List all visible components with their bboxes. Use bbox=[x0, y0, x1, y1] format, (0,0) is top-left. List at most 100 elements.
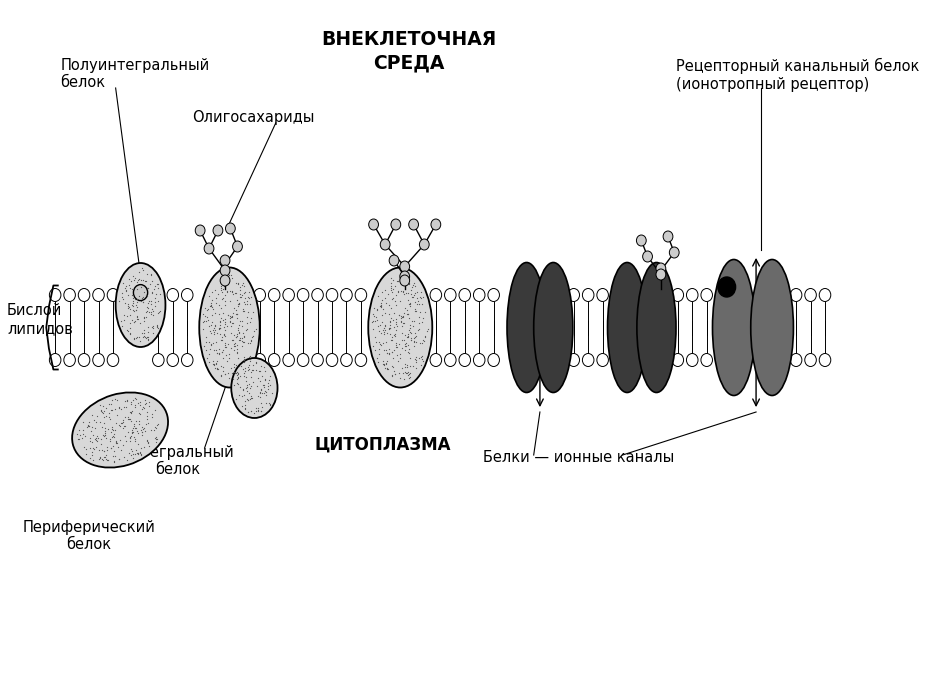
Point bbox=[400, 332, 415, 343]
Point bbox=[204, 300, 219, 311]
Circle shape bbox=[297, 289, 309, 301]
Point bbox=[82, 436, 97, 447]
Point bbox=[130, 313, 145, 324]
Point bbox=[137, 275, 152, 286]
Point bbox=[398, 339, 413, 350]
Circle shape bbox=[409, 219, 418, 230]
Point bbox=[93, 405, 108, 416]
Point bbox=[373, 340, 388, 351]
Point bbox=[246, 376, 261, 387]
Point bbox=[410, 298, 425, 310]
Point bbox=[109, 418, 124, 429]
Point bbox=[236, 280, 251, 291]
Point bbox=[406, 316, 421, 327]
Point bbox=[210, 347, 225, 358]
Point bbox=[152, 306, 167, 317]
Point bbox=[122, 432, 137, 443]
Point bbox=[125, 452, 140, 464]
Circle shape bbox=[368, 219, 379, 230]
Point bbox=[227, 340, 242, 351]
Point bbox=[402, 298, 417, 310]
Point bbox=[148, 404, 163, 415]
Point bbox=[383, 319, 398, 330]
Point bbox=[227, 362, 242, 373]
Point bbox=[398, 362, 413, 373]
Point bbox=[218, 314, 233, 325]
Point bbox=[118, 401, 133, 412]
Point bbox=[389, 276, 404, 287]
Point bbox=[148, 296, 163, 307]
Point bbox=[384, 360, 400, 371]
Point bbox=[210, 348, 225, 359]
Point bbox=[141, 282, 156, 294]
Point bbox=[200, 352, 215, 363]
Point bbox=[96, 430, 111, 441]
Point bbox=[408, 287, 423, 298]
Point bbox=[384, 335, 400, 346]
Point bbox=[103, 427, 118, 438]
Point bbox=[102, 407, 117, 418]
Point bbox=[408, 331, 423, 342]
Point bbox=[143, 278, 158, 289]
Point bbox=[117, 310, 132, 321]
Point bbox=[229, 331, 244, 342]
Point bbox=[152, 305, 167, 316]
Circle shape bbox=[326, 289, 337, 301]
Point bbox=[129, 444, 144, 455]
Circle shape bbox=[474, 353, 485, 366]
Ellipse shape bbox=[607, 262, 647, 393]
Point bbox=[260, 383, 275, 394]
Point bbox=[220, 285, 235, 296]
Point bbox=[122, 433, 137, 444]
Point bbox=[127, 306, 142, 317]
Point bbox=[200, 314, 215, 325]
Point bbox=[410, 287, 425, 298]
Point bbox=[202, 325, 217, 337]
Point bbox=[368, 337, 384, 348]
Circle shape bbox=[791, 289, 802, 301]
Point bbox=[105, 450, 120, 462]
Point bbox=[235, 337, 250, 348]
Point bbox=[139, 407, 154, 418]
Ellipse shape bbox=[507, 262, 546, 393]
Point bbox=[231, 319, 246, 330]
Point bbox=[229, 328, 244, 339]
Point bbox=[119, 325, 134, 336]
Point bbox=[118, 430, 133, 441]
Point bbox=[400, 368, 415, 379]
Point bbox=[402, 326, 417, 337]
Point bbox=[217, 317, 232, 328]
Point bbox=[136, 325, 151, 336]
Point bbox=[207, 323, 222, 334]
Point bbox=[376, 326, 391, 337]
Circle shape bbox=[213, 225, 223, 236]
Point bbox=[262, 398, 277, 409]
Point bbox=[243, 382, 258, 393]
Point bbox=[239, 393, 254, 405]
Point bbox=[136, 423, 151, 434]
Point bbox=[219, 320, 234, 331]
Point bbox=[212, 348, 227, 359]
Point bbox=[409, 305, 424, 316]
Point bbox=[258, 374, 273, 385]
Point bbox=[257, 382, 272, 393]
Point bbox=[132, 415, 147, 426]
Circle shape bbox=[820, 353, 831, 366]
Circle shape bbox=[340, 289, 352, 301]
Point bbox=[214, 371, 229, 382]
Circle shape bbox=[791, 353, 802, 366]
Point bbox=[135, 291, 150, 303]
Point bbox=[99, 410, 114, 421]
Point bbox=[227, 366, 242, 378]
Point bbox=[399, 341, 414, 352]
Point bbox=[386, 308, 401, 319]
Point bbox=[119, 310, 134, 321]
Point bbox=[198, 345, 213, 356]
Point bbox=[253, 360, 268, 371]
Point bbox=[219, 276, 234, 287]
Point bbox=[250, 373, 265, 384]
Point bbox=[108, 437, 123, 448]
Point bbox=[229, 346, 244, 357]
Point bbox=[81, 416, 96, 428]
Point bbox=[94, 439, 109, 450]
